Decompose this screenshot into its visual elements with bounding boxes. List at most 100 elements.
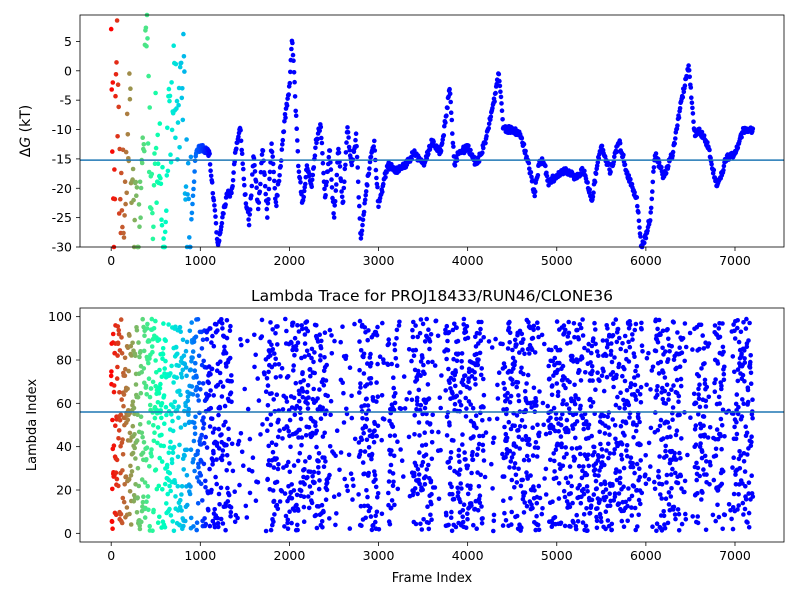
lambda-point xyxy=(738,453,743,458)
delta-g-point xyxy=(497,83,503,89)
lambda-point xyxy=(165,491,170,497)
delta-g-point xyxy=(114,60,119,65)
lambda-point xyxy=(130,423,136,429)
lambda-point xyxy=(570,353,575,359)
lambda-point xyxy=(447,423,452,428)
lambda-point xyxy=(116,483,121,489)
delta-g-point xyxy=(383,175,388,180)
lambda-point xyxy=(116,327,121,333)
lambda-point xyxy=(604,448,609,453)
lambda-point xyxy=(586,463,592,469)
delta-g-point xyxy=(252,163,257,168)
delta-g-point xyxy=(145,36,150,41)
lambda-point xyxy=(145,494,151,499)
lambda-point xyxy=(162,366,167,371)
delta-g-point xyxy=(443,120,448,125)
delta-g-point xyxy=(648,205,654,211)
lambda-point xyxy=(250,455,256,461)
lambda-point xyxy=(159,432,164,438)
delta-g-point xyxy=(154,200,159,205)
delta-g-point xyxy=(121,230,126,236)
lambda-point xyxy=(137,523,142,528)
lambda-point xyxy=(269,364,275,370)
lambda-point xyxy=(293,380,299,386)
delta-g-point xyxy=(109,87,114,92)
lambda-point xyxy=(349,393,354,399)
lambda-point xyxy=(491,435,497,441)
lambda-point xyxy=(537,495,543,501)
lambda-point xyxy=(244,515,250,520)
lambda-point xyxy=(654,521,660,526)
delta-g-point xyxy=(677,106,683,111)
lambda-point xyxy=(621,465,627,471)
lambda-point xyxy=(519,365,524,371)
lambda-point xyxy=(155,520,161,525)
delta-g-point xyxy=(521,141,527,147)
lambda-point xyxy=(357,367,362,373)
lambda-point xyxy=(173,494,178,499)
lambda-point xyxy=(140,316,145,322)
lambda-point xyxy=(175,351,180,357)
lambda-point xyxy=(664,480,669,485)
lambda-point xyxy=(327,472,332,478)
lambda-point xyxy=(168,513,174,518)
lambda-point xyxy=(414,407,419,412)
lambda-point xyxy=(423,474,428,479)
lambda-point xyxy=(271,519,276,524)
lambda-point xyxy=(582,345,587,351)
lambda-point xyxy=(718,433,723,439)
delta-g-point xyxy=(153,145,159,151)
lambda-point xyxy=(323,459,328,464)
lambda-point xyxy=(512,461,518,466)
lambda-point xyxy=(211,393,216,398)
delta-g-point xyxy=(242,182,247,188)
lambda-point xyxy=(192,431,198,437)
lambda-point xyxy=(143,383,149,389)
delta-g-point xyxy=(139,160,145,166)
lambda-point xyxy=(370,434,375,440)
lambda-point xyxy=(518,483,524,489)
lambda-point xyxy=(519,418,525,423)
lambda-point xyxy=(502,364,508,370)
delta-g-point xyxy=(287,80,293,86)
lambda-point xyxy=(597,511,603,517)
lambda-point xyxy=(386,490,391,496)
lambda-point xyxy=(154,370,159,375)
delta-g-point xyxy=(141,142,147,147)
lambda-point xyxy=(567,379,572,385)
lambda-point xyxy=(536,334,541,340)
lambda-point xyxy=(301,504,307,510)
lambda-point xyxy=(132,445,137,451)
delta-g-point xyxy=(247,212,252,217)
lambda-point xyxy=(184,473,190,478)
delta-g-point xyxy=(647,218,653,223)
lambda-point xyxy=(317,332,323,338)
lambda-point xyxy=(742,356,747,361)
lambda-point xyxy=(467,386,472,391)
lambda-point xyxy=(703,398,709,404)
delta-g-point xyxy=(739,135,744,140)
lambda-point xyxy=(316,451,322,456)
lambda-point xyxy=(543,492,549,497)
lambda-point xyxy=(543,466,549,472)
lambda-point xyxy=(669,486,674,491)
lambda-point xyxy=(489,345,495,350)
lambda-point xyxy=(463,414,469,419)
delta-g-point xyxy=(137,179,143,185)
lambda-point xyxy=(224,335,230,341)
lambda-point xyxy=(198,481,204,487)
lambda-point xyxy=(667,349,672,354)
lambda-point xyxy=(305,406,311,411)
delta-g-point xyxy=(246,222,252,228)
lambda-point xyxy=(241,463,246,469)
delta-g-point xyxy=(150,236,156,242)
lambda-point xyxy=(203,434,208,440)
lambda-point xyxy=(358,381,363,386)
lambda-point xyxy=(362,503,367,509)
lambda-point xyxy=(711,477,717,483)
lambda-point xyxy=(126,368,131,374)
lambda-point xyxy=(338,450,344,455)
lambda-point xyxy=(391,385,397,391)
lambda-point xyxy=(733,472,738,477)
delta-g-point xyxy=(622,162,628,167)
